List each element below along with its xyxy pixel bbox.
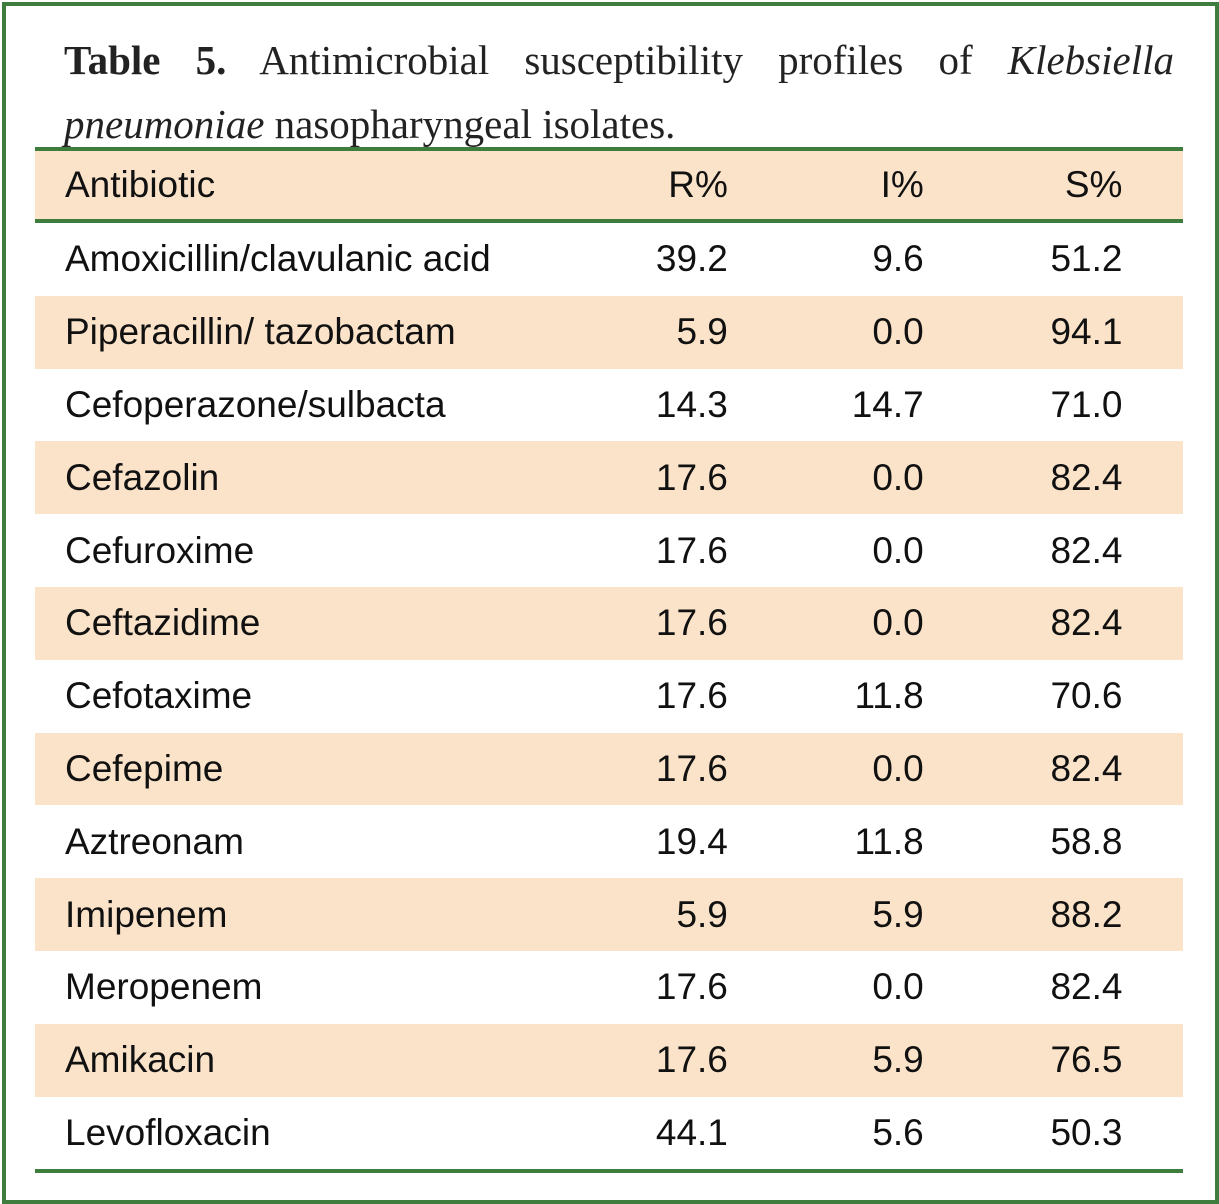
value-cell: 39.2 (655, 238, 728, 280)
value-cell: 94.1 (1050, 311, 1123, 353)
spacer (1122, 369, 1183, 442)
value-cell: 11.8 (854, 675, 924, 717)
table-row: Piperacillin/ tazobactam 5.9 0.0 94.1 (35, 295, 1183, 369)
table-row: Levofloxacin 44.1 5.6 50.3 (35, 1097, 1183, 1172)
table-row: Cefuroxime 17.6 0.0 82.4 (35, 514, 1183, 587)
antibiotic-cell: Cefazolin (65, 456, 220, 498)
value-cell: 19.4 (655, 820, 728, 862)
value-cell: 5.9 (676, 893, 728, 935)
spacer (1122, 805, 1183, 878)
value-cell: 0.0 (872, 966, 924, 1008)
header-cell: R% (668, 164, 728, 205)
spacer (1122, 587, 1183, 660)
value-cell: 9.6 (872, 238, 924, 280)
table-row: Aztreonam 19.4 11.8 58.8 (35, 805, 1183, 878)
value-cell: 70.6 (1050, 675, 1123, 717)
caption-rest: nasopharyngeal isolates. (274, 101, 676, 147)
spacer (1122, 149, 1183, 221)
value-cell: 82.4 (1050, 456, 1123, 498)
value-cell: 0.0 (872, 602, 924, 644)
spacer (1122, 1097, 1183, 1172)
table-row: Cefotaxime 17.6 11.8 70.6 (35, 660, 1183, 733)
value-cell: 88.2 (1050, 893, 1123, 935)
value-cell: 0.0 (872, 747, 924, 789)
caption-species: Klebsiella pneumoniae (64, 37, 1174, 147)
table-row: Cefepime 17.6 0.0 82.4 (35, 732, 1183, 806)
spacer (1122, 951, 1183, 1024)
table-row: Imipenem 5.9 5.9 88.2 (35, 878, 1183, 951)
antibiotic-cell: Piperacillin/ tazobactam (65, 311, 456, 353)
header-cell: S% (1064, 164, 1123, 205)
spacer (1122, 878, 1183, 951)
antibiotic-cell: Cefepime (65, 747, 224, 789)
spacer (1122, 441, 1183, 514)
value-cell: 50.3 (1050, 1111, 1123, 1153)
caption-text: Antimicrobial susceptibility profiles of (259, 37, 973, 83)
table-row: Ceftazidime 17.6 0.0 82.4 (35, 586, 1183, 660)
table-row: Cefoperazone/sulbacta 14.3 14.7 71.0 (35, 369, 1183, 442)
caption-label: Table 5. (64, 37, 227, 83)
value-cell: 82.4 (1050, 747, 1123, 789)
antibiotic-cell: Amoxicillin/clavulanic acid (65, 238, 491, 280)
value-cell: 17.6 (655, 966, 728, 1008)
antibiotic-cell: Aztreonam (65, 820, 244, 862)
value-cell: 11.8 (854, 820, 924, 862)
header-cell: Antibiotic (65, 164, 216, 205)
value-cell: 17.6 (655, 1039, 728, 1081)
antibiotic-cell: Meropenem (65, 966, 263, 1008)
spacer (1122, 221, 1183, 296)
value-cell: 76.5 (1050, 1039, 1123, 1081)
header-cell: I% (880, 164, 924, 205)
data-table: Antibiotic R% I% S% Amoxicillin/clavulanic … (35, 147, 1183, 1173)
value-cell: 17.6 (655, 602, 728, 644)
value-cell: 82.4 (1050, 966, 1123, 1008)
value-cell: 82.4 (1050, 602, 1123, 644)
value-cell: 44.1 (655, 1111, 728, 1153)
spacer (1122, 1024, 1183, 1097)
value-cell: 5.9 (872, 893, 924, 935)
value-cell: 5.9 (676, 311, 728, 353)
table-row: Cefazolin 17.6 0.0 82.4 (35, 441, 1183, 515)
value-cell: 51.2 (1050, 238, 1123, 280)
spacer (1122, 660, 1183, 733)
value-cell: 58.8 (1050, 820, 1123, 862)
antibiotic-cell: Levofloxacin (65, 1111, 271, 1153)
table-body: Amoxicillin/clavulanic acid 39.2 9.6 51.2 Pi… (35, 221, 1183, 1172)
antibiotic-cell: Amikacin (65, 1039, 216, 1081)
value-cell: 0.0 (872, 311, 924, 353)
value-cell: 17.6 (655, 529, 728, 571)
table-header: Antibiotic R% I% S% (35, 149, 1183, 221)
table-row: Meropenem 17.6 0.0 82.4 (35, 951, 1183, 1024)
antibiotic-cell: Ceftazidime (65, 602, 261, 644)
spacer (1122, 296, 1183, 369)
value-cell: 5.9 (872, 1039, 924, 1081)
header-row: Antibiotic R% I% S% (35, 149, 1183, 221)
value-cell: 17.6 (655, 675, 728, 717)
antibiotic-cell: Cefuroxime (65, 529, 255, 571)
spacer (1122, 733, 1183, 806)
antibiotic-cell: Cefoperazone/sulbacta (65, 383, 446, 425)
caption: Table 5. Antimicrobial susceptibility pr… (64, 28, 1174, 156)
antibiotic-cell: Cefotaxime (65, 675, 253, 717)
value-cell: 17.6 (655, 456, 728, 498)
value-cell: 14.3 (655, 383, 728, 425)
value-cell: 71.0 (1050, 383, 1123, 425)
value-cell: 17.6 (655, 747, 728, 789)
value-cell: 82.4 (1050, 529, 1123, 571)
value-cell: 5.6 (872, 1111, 924, 1153)
table-row: Amikacin 17.6 5.9 76.5 (35, 1023, 1183, 1097)
value-cell: 14.7 (851, 383, 924, 425)
value-cell: 0.0 (872, 456, 924, 498)
table-row: Amoxicillin/clavulanic acid 39.2 9.6 51.2 (35, 221, 1183, 296)
antibiotic-cell: Imipenem (65, 893, 228, 935)
value-cell: 0.0 (872, 529, 924, 571)
spacer (1122, 514, 1183, 587)
